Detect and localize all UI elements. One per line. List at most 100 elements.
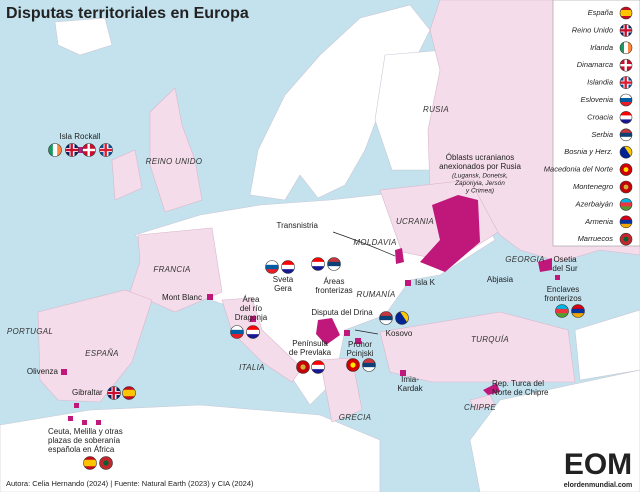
flag-cross: [87, 143, 90, 157]
flag-border: [82, 143, 96, 157]
flag-stripe: [620, 98, 632, 103]
flag-emblem: [623, 236, 629, 242]
flag-stripe: [362, 367, 376, 372]
flag-stripe: [620, 206, 632, 211]
dispute-label: Gibraltar: [72, 388, 103, 397]
flag: [620, 59, 632, 72]
flag-border: [379, 311, 393, 325]
legend-label: Islandia: [587, 78, 613, 87]
flag-border: [619, 58, 633, 72]
flag: [620, 24, 632, 37]
dispute-label: del Sur: [552, 264, 578, 273]
flag: [620, 233, 632, 246]
flag-border: [230, 325, 244, 339]
flag-stripe: [555, 313, 569, 318]
dispute-label: Prohor: [348, 340, 372, 349]
flag-stripe: [122, 393, 136, 397]
flag-border: [327, 257, 341, 271]
flag-border: [619, 145, 633, 159]
flag-border: [296, 360, 310, 374]
flag-stripe: [230, 334, 244, 339]
dispute-label: Enclaves: [547, 285, 579, 294]
dispute-label: Península: [292, 339, 328, 348]
flag-border: [571, 304, 585, 318]
legend-label: Serbia: [591, 130, 613, 139]
flag: [555, 304, 569, 318]
flag-stripe: [311, 257, 325, 263]
flag-stripe: [555, 308, 569, 314]
country-label: RUSIA: [423, 105, 449, 114]
flag: [99, 456, 113, 470]
flag-stripe: [311, 360, 325, 366]
flag-border: [265, 260, 279, 274]
flag-stripe: [265, 269, 279, 274]
dispute-label: española en África: [48, 445, 115, 454]
logo-site: elordenmundial.com: [564, 482, 632, 489]
flag: [571, 304, 585, 318]
flag-stripe: [327, 261, 341, 267]
flag-stripe: [281, 260, 295, 266]
flag: [311, 360, 325, 374]
dispute-label: Gera: [274, 284, 292, 293]
flag-border: [99, 456, 113, 470]
flag-border: [619, 128, 633, 142]
flag-stripe: [555, 304, 569, 310]
flag-stripe: [620, 16, 632, 19]
dispute-label: Área: [243, 295, 260, 304]
flag: [246, 325, 260, 339]
flag-stripe: [48, 143, 54, 157]
legend-label: Macedonia del Norte: [544, 165, 613, 174]
dispute-label: Pcinjski: [346, 349, 373, 358]
country-label: CHIPRE: [464, 403, 496, 412]
flag: [620, 7, 632, 19]
flag-stripe: [281, 264, 295, 270]
country-label: ESPAÑA: [85, 349, 119, 358]
flag-stripe: [620, 132, 632, 138]
flag: [265, 260, 279, 274]
dispute-label: Kardak: [397, 384, 423, 393]
legend-label: Armenia: [584, 217, 613, 226]
flag-border: [619, 232, 633, 246]
flag-border: [122, 386, 136, 400]
flag-emblem: [623, 167, 629, 173]
flag-stripe: [246, 325, 260, 331]
flag-stripe: [265, 264, 279, 270]
flag-stripe: [122, 396, 136, 400]
flag-stripe: [379, 320, 393, 325]
flag-border: [362, 358, 376, 372]
dispute-label: Olivenza: [27, 367, 59, 376]
leader-lines: [332, 231, 396, 335]
flag: [122, 386, 136, 400]
logo: EOM: [564, 448, 632, 481]
country-label: ITALIA: [239, 363, 265, 372]
flag: [311, 257, 325, 271]
flag-border: [619, 76, 633, 89]
flag: [620, 146, 632, 159]
flag-stripe: [311, 364, 325, 370]
dispute-label: Norte de Chipre: [492, 388, 549, 397]
flag: [620, 41, 632, 54]
flag-cross: [112, 386, 115, 400]
legend-label: España: [588, 8, 613, 17]
flag-stripe: [571, 308, 585, 314]
flag-border: [246, 325, 260, 339]
country-label: MOLDAVIA: [353, 238, 396, 247]
dispute-label: Imia-: [401, 375, 419, 384]
country-label: PORTUGAL: [7, 327, 53, 336]
footer: Autora: Celia Hernando (2024) | Fuente: …: [6, 479, 254, 488]
flag-stripe: [571, 313, 585, 318]
flag: [620, 181, 632, 193]
flag-border: [619, 6, 633, 20]
flag-stripe: [620, 41, 625, 54]
dispute-label: Dragonja: [235, 313, 268, 322]
dispute-label: Mont Blanc: [162, 293, 202, 302]
country-label: GRECIA: [339, 413, 371, 422]
flag: [83, 456, 97, 470]
flag-stripe: [620, 102, 632, 106]
flag-border: [311, 360, 325, 374]
flag-stripe: [620, 219, 632, 225]
flag-cross: [104, 143, 107, 157]
disputed-areas: [61, 147, 560, 425]
flag-cross: [624, 24, 627, 37]
flag-stripe: [122, 386, 136, 391]
